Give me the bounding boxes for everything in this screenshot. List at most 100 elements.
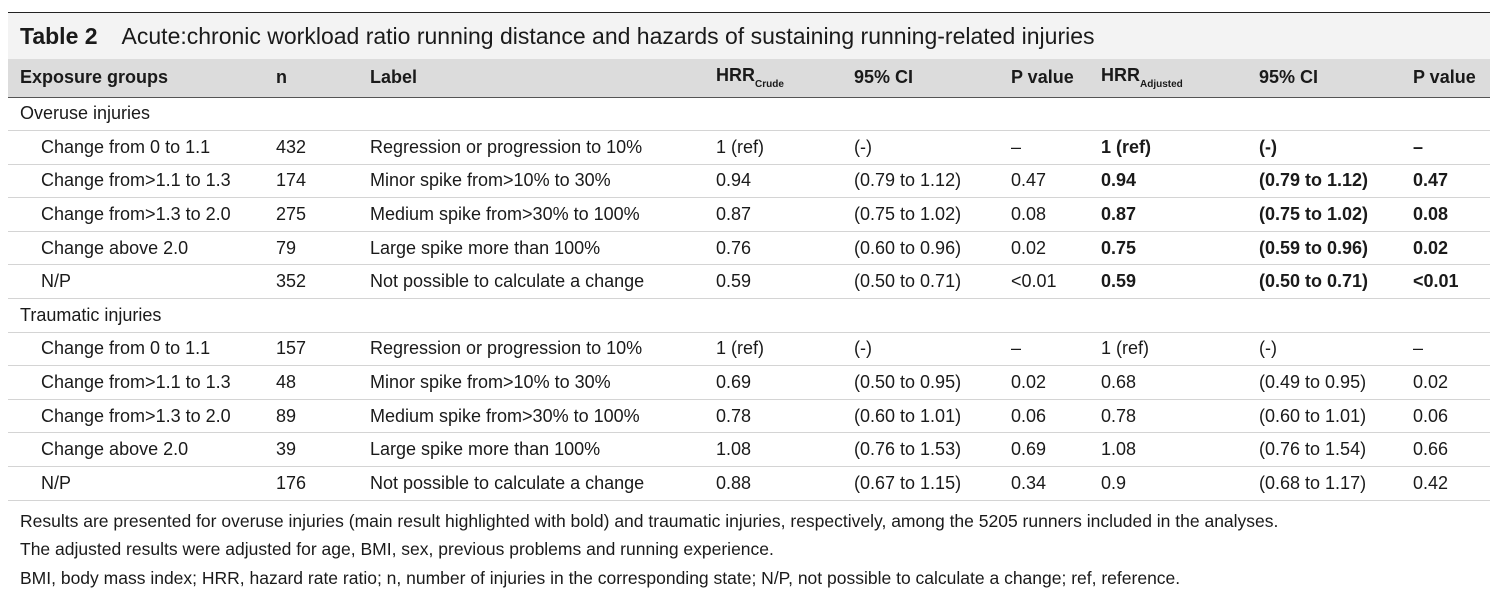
exposure-group-cell: Change from>1.3 to 2.0 — [8, 399, 264, 434]
label-cell: Regression or progression to 10% — [358, 332, 704, 367]
ci-crude-cell: (0.60 to 0.96) — [842, 231, 999, 266]
p-crude-cell: – — [999, 130, 1089, 165]
p-crude-cell: – — [999, 332, 1089, 367]
hrr-crude-cell: 0.59 — [704, 264, 842, 300]
label-cell: Not possible to calculate a change — [358, 264, 704, 300]
col-header-p-crude: P value — [999, 59, 1089, 98]
col-header-label: Label — [358, 59, 704, 98]
col-header-hrr-crude: HRRCrude — [704, 59, 842, 98]
ci-crude-cell: (-) — [842, 332, 999, 367]
hrr-adjusted-cell: 0.94 — [1089, 164, 1247, 199]
ci-adjusted-cell: (-) — [1247, 130, 1401, 165]
p-adjusted-cell: – — [1401, 130, 1490, 165]
n-cell: 48 — [264, 365, 358, 400]
hrr-crude-cell: 0.94 — [704, 164, 842, 199]
col-header-ci-crude: 95% CI — [842, 59, 999, 98]
table-row: N/P 352 Not possible to calculate a change… — [8, 264, 1490, 300]
hrr-crude-cell: 0.87 — [704, 197, 842, 232]
p-adjusted-cell: <0.01 — [1401, 264, 1490, 300]
exposure-group-cell: Change from>1.1 to 1.3 — [8, 365, 264, 400]
hrr-crude-cell: 1 (ref) — [704, 332, 842, 367]
exposure-group-cell: Change above 2.0 — [8, 432, 264, 468]
p-adjusted-cell: 0.66 — [1401, 432, 1490, 468]
p-adjusted-cell: – — [1401, 332, 1490, 367]
p-crude-cell: 0.34 — [999, 466, 1089, 501]
hrr-adjusted-cell: 0.75 — [1089, 231, 1247, 266]
p-adjusted-cell: 0.47 — [1401, 164, 1490, 199]
table-row: Change from 0 to 1.1 432 Regression or pro… — [8, 130, 1490, 165]
p-adjusted-cell: 0.08 — [1401, 197, 1490, 232]
n-cell: 176 — [264, 466, 358, 501]
p-crude-cell: 0.02 — [999, 365, 1089, 400]
ci-crude-cell: (0.76 to 1.53) — [842, 432, 999, 468]
n-cell: 275 — [264, 197, 358, 232]
table-row: Change from>1.1 to 1.3 48 Minor spike from… — [8, 365, 1490, 400]
label-cell: Minor spike from>10% to 30% — [358, 164, 704, 199]
table-body: Overuse injuries Change from 0 to 1.1 432 R… — [8, 97, 1490, 501]
label-cell: Large spike more than 100% — [358, 432, 704, 468]
section-row: Traumatic injuries — [8, 298, 1490, 333]
hrr-crude-cell: 0.69 — [704, 365, 842, 400]
exposure-group-cell: Change from>1.3 to 2.0 — [8, 197, 264, 232]
ci-adjusted-cell: (0.49 to 0.95) — [1247, 365, 1401, 400]
ci-crude-cell: (0.60 to 1.01) — [842, 399, 999, 434]
section-title: Overuse injuries — [8, 97, 1490, 132]
table-title: Acute:chronic workload ratio running dis… — [121, 22, 1095, 49]
hrr-adjusted-cell: 1 (ref) — [1089, 130, 1247, 165]
table-figure: Table 2 Acute:chronic workload ratio run… — [8, 12, 1490, 593]
n-cell: 157 — [264, 332, 358, 367]
exposure-group-cell: Change from 0 to 1.1 — [8, 130, 264, 165]
n-cell: 39 — [264, 432, 358, 468]
exposure-group-cell: Change from 0 to 1.1 — [8, 332, 264, 367]
hrr-crude-cell: 1 (ref) — [704, 130, 842, 165]
hrr-crude-cell: 0.76 — [704, 231, 842, 266]
ci-adjusted-cell: (0.60 to 1.01) — [1247, 399, 1401, 434]
p-adjusted-cell: 0.42 — [1401, 466, 1490, 501]
table-row: Change from>1.1 to 1.3 174 Minor spike fro… — [8, 164, 1490, 199]
p-adjusted-cell: 0.06 — [1401, 399, 1490, 434]
n-cell: 352 — [264, 264, 358, 300]
label-cell: Minor spike from>10% to 30% — [358, 365, 704, 400]
label-cell: Not possible to calculate a change — [358, 466, 704, 501]
table-caption: Table 2 Acute:chronic workload ratio run… — [8, 12, 1490, 59]
footnote: The adjusted results were adjusted for a… — [20, 539, 774, 560]
table-row: Change from>1.3 to 2.0 275 Medium spike fr… — [8, 197, 1490, 232]
ci-adjusted-cell: (-) — [1247, 332, 1401, 367]
ci-crude-cell: (-) — [842, 130, 999, 165]
ci-crude-cell: (0.75 to 1.02) — [842, 197, 999, 232]
header-row: Exposure groups n Label HRRCrude 95% CI … — [8, 59, 1490, 98]
ci-adjusted-cell: (0.50 to 0.71) — [1247, 264, 1401, 300]
ci-adjusted-cell: (0.76 to 1.54) — [1247, 432, 1401, 468]
hrr-adjusted-cell: 0.59 — [1089, 264, 1247, 300]
footnote: Results are presented for overuse injuri… — [20, 510, 1279, 531]
label-cell: Medium spike from>30% to 100% — [358, 399, 704, 434]
p-adjusted-cell: 0.02 — [1401, 231, 1490, 266]
table-row: Change from 0 to 1.1 157 Regression or pro… — [8, 332, 1490, 367]
col-header-hrr-adjusted: HRRAdjusted — [1089, 59, 1247, 98]
section-row: Overuse injuries — [8, 97, 1490, 132]
n-cell: 174 — [264, 164, 358, 199]
table-row: Change from>1.3 to 2.0 89 Medium spike fro… — [8, 399, 1490, 434]
footnote: BMI, body mass index; HRR, hazard rate r… — [20, 567, 1181, 588]
table-footnotes: Results are presented for overuse injuri… — [8, 501, 1490, 593]
n-cell: 432 — [264, 130, 358, 165]
label-cell: Regression or progression to 10% — [358, 130, 704, 165]
p-adjusted-cell: 0.02 — [1401, 365, 1490, 400]
table-row: Change above 2.0 79 Large spike more than … — [8, 231, 1490, 266]
p-crude-cell: 0.08 — [999, 197, 1089, 232]
table-row: Change above 2.0 39 Large spike more than … — [8, 432, 1490, 468]
table-row: N/P 176 Not possible to calculate a change… — [8, 466, 1490, 501]
ci-crude-cell: (0.50 to 0.71) — [842, 264, 999, 300]
hrr-adjusted-cell: 0.87 — [1089, 197, 1247, 232]
hrr-adjusted-cell: 0.9 — [1089, 466, 1247, 501]
ci-crude-cell: (0.50 to 0.95) — [842, 365, 999, 400]
section-title: Traumatic injuries — [8, 298, 1490, 333]
hrr-crude-cell: 1.08 — [704, 432, 842, 468]
p-crude-cell: 0.02 — [999, 231, 1089, 266]
exposure-group-cell: Change above 2.0 — [8, 231, 264, 266]
ci-adjusted-cell: (0.68 to 1.17) — [1247, 466, 1401, 501]
col-header-ci-adjusted: 95% CI — [1247, 59, 1401, 98]
ci-crude-cell: (0.67 to 1.15) — [842, 466, 999, 501]
exposure-group-cell: N/P — [8, 466, 264, 501]
table-number: Table 2 — [20, 22, 98, 49]
